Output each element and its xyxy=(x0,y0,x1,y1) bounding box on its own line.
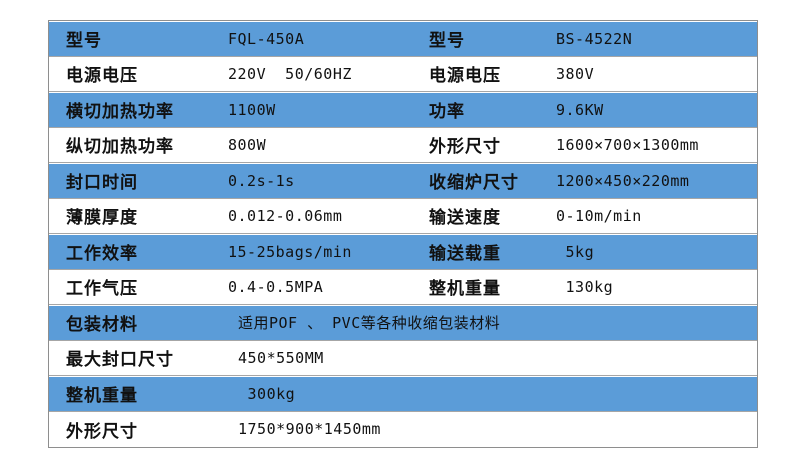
spec-value: 300kg xyxy=(238,384,296,403)
spec-value: 5kg xyxy=(556,242,595,261)
spec-label: 电源电压 xyxy=(429,66,501,86)
spec-value: 0-10m/min xyxy=(556,206,642,225)
spec-value: 380V xyxy=(556,64,595,83)
table-row-overall-size: 外形尺寸 1750*900*1450mm xyxy=(49,411,757,447)
spec-value: 450*550MM xyxy=(238,348,324,367)
spec-value: 220V 50/60HZ xyxy=(228,64,352,83)
spec-value: 1750*900*1450mm xyxy=(238,420,381,439)
table-row-work-efficiency: 工作效率 15-25bags/min 输送载重 5kg xyxy=(49,234,757,270)
spec-label: 型号 xyxy=(66,31,102,51)
spec-label: 工作气压 xyxy=(66,279,138,299)
spec-label: 包装材料 xyxy=(66,315,138,335)
spec-value: 0.4-0.5MPA xyxy=(228,277,324,296)
spec-label: 最大封口尺寸 xyxy=(66,350,174,370)
spec-value: 1200×450×220mm xyxy=(556,171,690,190)
spec-value: BS-4522N xyxy=(556,29,633,48)
spec-label: 横切加热功率 xyxy=(66,102,174,122)
spec-value: 0.012-0.06mm xyxy=(228,206,343,225)
table-row-cross-heat-power: 横切加热功率 1100W 功率 9.6KW xyxy=(49,92,757,128)
table-row-packing-material: 包装材料 适用POF 、 PVC等各种收缩包装材料 xyxy=(49,305,757,341)
spec-label: 薄膜厚度 xyxy=(66,208,138,228)
spec-value: 15-25bags/min xyxy=(228,242,352,261)
spec-value: 9.6KW xyxy=(556,100,604,119)
spec-label: 功率 xyxy=(429,102,465,122)
table-row-film-thickness: 薄膜厚度 0.012-0.06mm 输送速度 0-10m/min xyxy=(49,198,757,234)
spec-label: 外形尺寸 xyxy=(66,421,138,441)
spec-label: 输送载重 xyxy=(429,244,501,264)
table-row-voltage: 电源电压 220V 50/60HZ 电源电压 380V xyxy=(49,56,757,92)
spec-value: 适用POF 、 PVC等各种收缩包装材料 xyxy=(238,314,501,333)
table-row-long-heat-power: 纵切加热功率 800W 外形尺寸 1600×700×1300mm xyxy=(49,127,757,163)
spec-label: 整机重量 xyxy=(66,386,138,406)
spec-value: FQL-450A xyxy=(228,29,305,48)
table-row-model: 型号 FQL-450A 型号 BS-4522N xyxy=(49,21,757,57)
spec-label: 纵切加热功率 xyxy=(66,137,174,157)
spec-label: 输送速度 xyxy=(429,208,501,228)
spec-label: 电源电压 xyxy=(66,66,138,86)
spec-value: 130kg xyxy=(556,277,614,296)
spec-label: 封口时间 xyxy=(66,173,138,193)
table-row-machine-weight: 整机重量 300kg xyxy=(49,376,757,412)
table-row-work-pressure: 工作气压 0.4-0.5MPA 整机重量 130kg xyxy=(49,269,757,305)
spec-value: 1600×700×1300mm xyxy=(556,135,699,154)
spec-table: 型号 FQL-450A 型号 BS-4522N 电源电压 220V 50/60H… xyxy=(48,20,758,448)
spec-value: 0.2s-1s xyxy=(228,171,295,190)
spec-value: 1100W xyxy=(228,100,276,119)
spec-label: 型号 xyxy=(429,31,465,51)
spec-value: 800W xyxy=(228,135,267,154)
table-row-max-seal-size: 最大封口尺寸 450*550MM xyxy=(49,340,757,376)
spec-label: 工作效率 xyxy=(66,244,138,264)
spec-label: 收缩炉尺寸 xyxy=(429,173,519,193)
table-row-seal-time: 封口时间 0.2s-1s 收缩炉尺寸 1200×450×220mm xyxy=(49,163,757,199)
spec-label: 外形尺寸 xyxy=(429,137,501,157)
spec-label: 整机重量 xyxy=(429,279,501,299)
